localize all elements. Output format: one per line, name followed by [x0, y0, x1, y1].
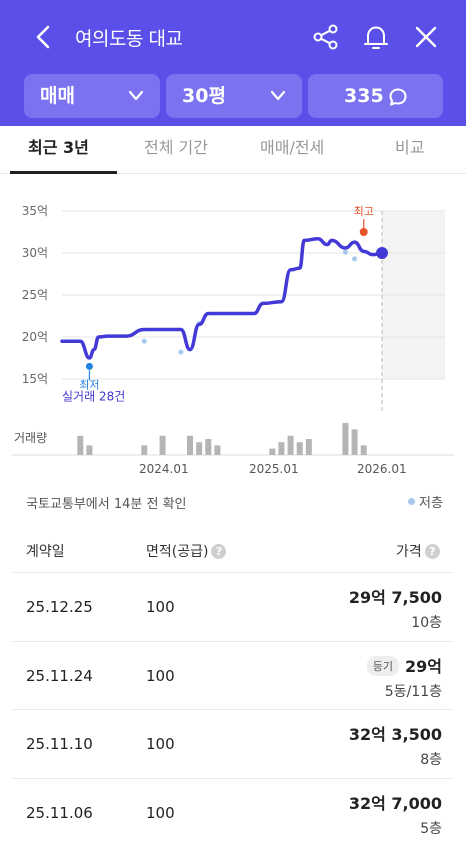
share-icon[interactable] — [311, 22, 341, 52]
col-date-header: 계약일 — [26, 544, 65, 560]
y-tick-label: 25억 — [22, 288, 48, 302]
row-date: 25.12.25 — [26, 598, 93, 616]
row-floor: 8층 — [420, 752, 442, 768]
help-icon[interactable]: ? — [424, 544, 440, 559]
row-price: 29억 7,500 — [348, 588, 442, 607]
row-floor: 5동/11층 — [384, 684, 442, 700]
low-floor-legend-dot — [408, 498, 415, 505]
volume-bar — [287, 435, 294, 455]
volume-bar — [269, 448, 276, 455]
chevron-left-icon[interactable] — [30, 22, 58, 52]
y-tick-label: 20억 — [22, 330, 48, 344]
col-area-header: 면적(공급)? — [146, 541, 227, 561]
row-area: 100 — [146, 667, 175, 685]
row-floor: 5층 — [420, 821, 442, 837]
x-tick-label: 2026.01 — [357, 462, 407, 476]
area-select[interactable]: 30평 — [166, 74, 302, 118]
low-floor-point — [352, 256, 358, 262]
row-date: 25.11.24 — [26, 667, 93, 685]
bell-icon[interactable] — [361, 22, 391, 52]
volume-label: 거래량 — [14, 431, 47, 445]
volume-bar — [159, 435, 166, 455]
table-row[interactable]: 25.11.06 100 32억 7,000 5층 — [12, 778, 454, 846]
row-floor: 10층 — [411, 615, 442, 631]
min-marker-dot — [85, 362, 93, 370]
y-tick-label: 15억 — [22, 372, 48, 386]
y-tick-label: 35억 — [22, 204, 48, 218]
x-tick-label: 2025.01 — [249, 462, 299, 476]
registered-badge: 등기 — [366, 656, 399, 676]
row-area: 100 — [146, 735, 175, 753]
table-row[interactable]: 25.11.24 100 등기 29억 5동/11층 — [12, 641, 454, 709]
row-area: 100 — [146, 598, 175, 616]
source-note: 국토교통부에서 14분 전 확인 — [26, 497, 187, 512]
y-tick-label: 30억 — [22, 246, 48, 260]
comments-button[interactable]: 335 — [308, 74, 443, 118]
min-marker-label: 최저 — [79, 378, 99, 391]
comment-count: 335 — [344, 85, 384, 107]
table-row[interactable]: 25.12.25 100 29억 7,500 10층 — [12, 572, 454, 640]
area-label: 30평 — [182, 85, 226, 107]
volume-bar — [77, 435, 84, 455]
volume-bar — [141, 445, 148, 455]
max-marker-label: 최고 — [354, 205, 374, 218]
trade-type-select[interactable]: 매매 — [24, 74, 160, 118]
volume-bar — [187, 435, 193, 455]
header: 여의도동 대교 매매 30평 335 — [0, 0, 466, 126]
price-line — [60, 236, 384, 360]
chevron-down-icon — [128, 90, 144, 101]
volume-bar — [86, 445, 93, 455]
comment-icon — [389, 88, 407, 106]
max-marker-dot — [359, 228, 368, 236]
close-icon[interactable] — [411, 22, 441, 52]
volume-bar — [296, 442, 303, 455]
row-price: 29억 — [405, 657, 442, 676]
low-floor-point — [342, 249, 348, 255]
low-floor-legend-label: 저층 — [419, 496, 443, 511]
page-title: 여의도동 대교 — [75, 28, 183, 50]
row-area: 100 — [146, 804, 175, 822]
row-price: 32억 7,000 — [348, 794, 442, 813]
row-price: 32억 3,500 — [348, 725, 442, 744]
trade-count-annotation: 실거래 28건 — [62, 389, 125, 403]
x-tick-label: 2024.01 — [139, 462, 189, 476]
tab-all-period[interactable]: 전체 기간 — [144, 138, 208, 157]
volume-bar — [196, 442, 203, 455]
row-date: 25.11.06 — [26, 804, 93, 822]
volume-bar — [278, 442, 285, 455]
volume-bar — [342, 423, 349, 455]
period-tabs: 최근 3년 전체 기간 매매/전세 비교 — [0, 126, 466, 174]
volume-bar — [214, 445, 221, 455]
table-row[interactable]: 25.11.10 100 32억 3,500 8층 — [12, 709, 454, 777]
current-price-dot — [376, 247, 388, 259]
volume-bar — [305, 439, 312, 455]
row-price-wrap: 등기 29억 — [366, 653, 442, 677]
low-floor-point — [178, 349, 184, 355]
row-date: 25.11.10 — [26, 735, 93, 753]
tab-recent-3y[interactable]: 최근 3년 — [28, 138, 89, 157]
volume-bar — [351, 429, 358, 455]
trade-type-label: 매매 — [40, 85, 75, 107]
help-icon[interactable]: ? — [211, 544, 227, 559]
tab-compare[interactable]: 비교 — [395, 138, 425, 157]
volume-bar — [205, 439, 212, 455]
volume-bar — [360, 445, 367, 455]
col-price-header: 가격? — [396, 541, 440, 561]
tab-sale-jeonse[interactable]: 매매/전세 — [260, 138, 325, 157]
low-floor-point — [141, 338, 147, 344]
active-tab-indicator — [10, 171, 117, 174]
chevron-down-icon — [270, 90, 286, 101]
